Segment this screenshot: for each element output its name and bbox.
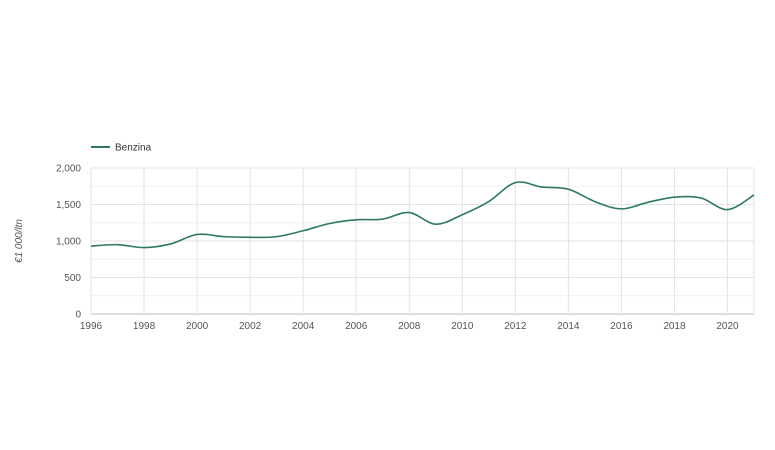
- data-point[interactable]: [116, 243, 120, 247]
- data-point[interactable]: [672, 195, 676, 199]
- data-point[interactable]: [248, 235, 252, 239]
- x-tick-label: 2008: [398, 321, 421, 332]
- series-line-benzina[interactable]: [90, 181, 755, 249]
- y-axis: 0 500 1,000 1,500 2,000: [56, 164, 81, 321]
- data-point[interactable]: [540, 185, 544, 189]
- data-point[interactable]: [407, 211, 411, 215]
- data-point[interactable]: [142, 246, 146, 250]
- legend[interactable]: Benzina: [91, 143, 152, 154]
- legend-label[interactable]: Benzina: [115, 143, 152, 154]
- data-point[interactable]: [434, 222, 438, 226]
- data-point[interactable]: [646, 200, 650, 204]
- data-point[interactable]: [301, 229, 305, 233]
- x-tick-label: 2020: [716, 321, 739, 332]
- y-tick-label: 1,000: [56, 237, 81, 248]
- data-point[interactable]: [619, 207, 623, 211]
- y-tick-label: 0: [75, 310, 81, 321]
- series-group: [89, 181, 756, 250]
- x-tick-label: 2000: [186, 321, 209, 332]
- data-point[interactable]: [222, 235, 226, 239]
- data-point[interactable]: [381, 217, 385, 221]
- data-point[interactable]: [354, 218, 358, 222]
- data-point[interactable]: [566, 187, 570, 191]
- data-point[interactable]: [593, 200, 597, 204]
- x-tick-label: 1996: [80, 321, 103, 332]
- y-axis-label: €1 000/ltn: [14, 219, 25, 263]
- data-point[interactable]: [699, 196, 703, 200]
- x-tick-label: 2004: [292, 321, 315, 332]
- x-tick-label: 2012: [504, 321, 527, 332]
- x-tick-label: 2002: [239, 321, 262, 332]
- x-tick-label: 2014: [557, 321, 580, 332]
- y-tick-label: 1,500: [56, 200, 81, 211]
- data-point[interactable]: [89, 244, 93, 248]
- x-tick-label: 2010: [451, 321, 474, 332]
- data-point[interactable]: [460, 213, 464, 217]
- x-tick-label: 2016: [610, 321, 633, 332]
- grid-lines: [90, 167, 755, 315]
- data-point[interactable]: [169, 242, 173, 246]
- data-point[interactable]: [487, 200, 491, 204]
- data-point[interactable]: [513, 181, 517, 185]
- y-tick-label: 500: [64, 273, 81, 284]
- x-tick-label: 1998: [133, 321, 156, 332]
- data-point[interactable]: [752, 193, 756, 197]
- data-point[interactable]: [328, 221, 332, 225]
- x-tick-label: 2018: [663, 321, 686, 332]
- data-point[interactable]: [725, 208, 729, 212]
- data-point[interactable]: [195, 232, 199, 236]
- x-tick-label: 2006: [345, 321, 368, 332]
- x-axis: 1996 1998 2000 2002 2004 2006 2008 2010 2012 2014…: [80, 321, 739, 332]
- data-point[interactable]: [275, 235, 279, 239]
- y-tick-label: 2,000: [56, 164, 81, 175]
